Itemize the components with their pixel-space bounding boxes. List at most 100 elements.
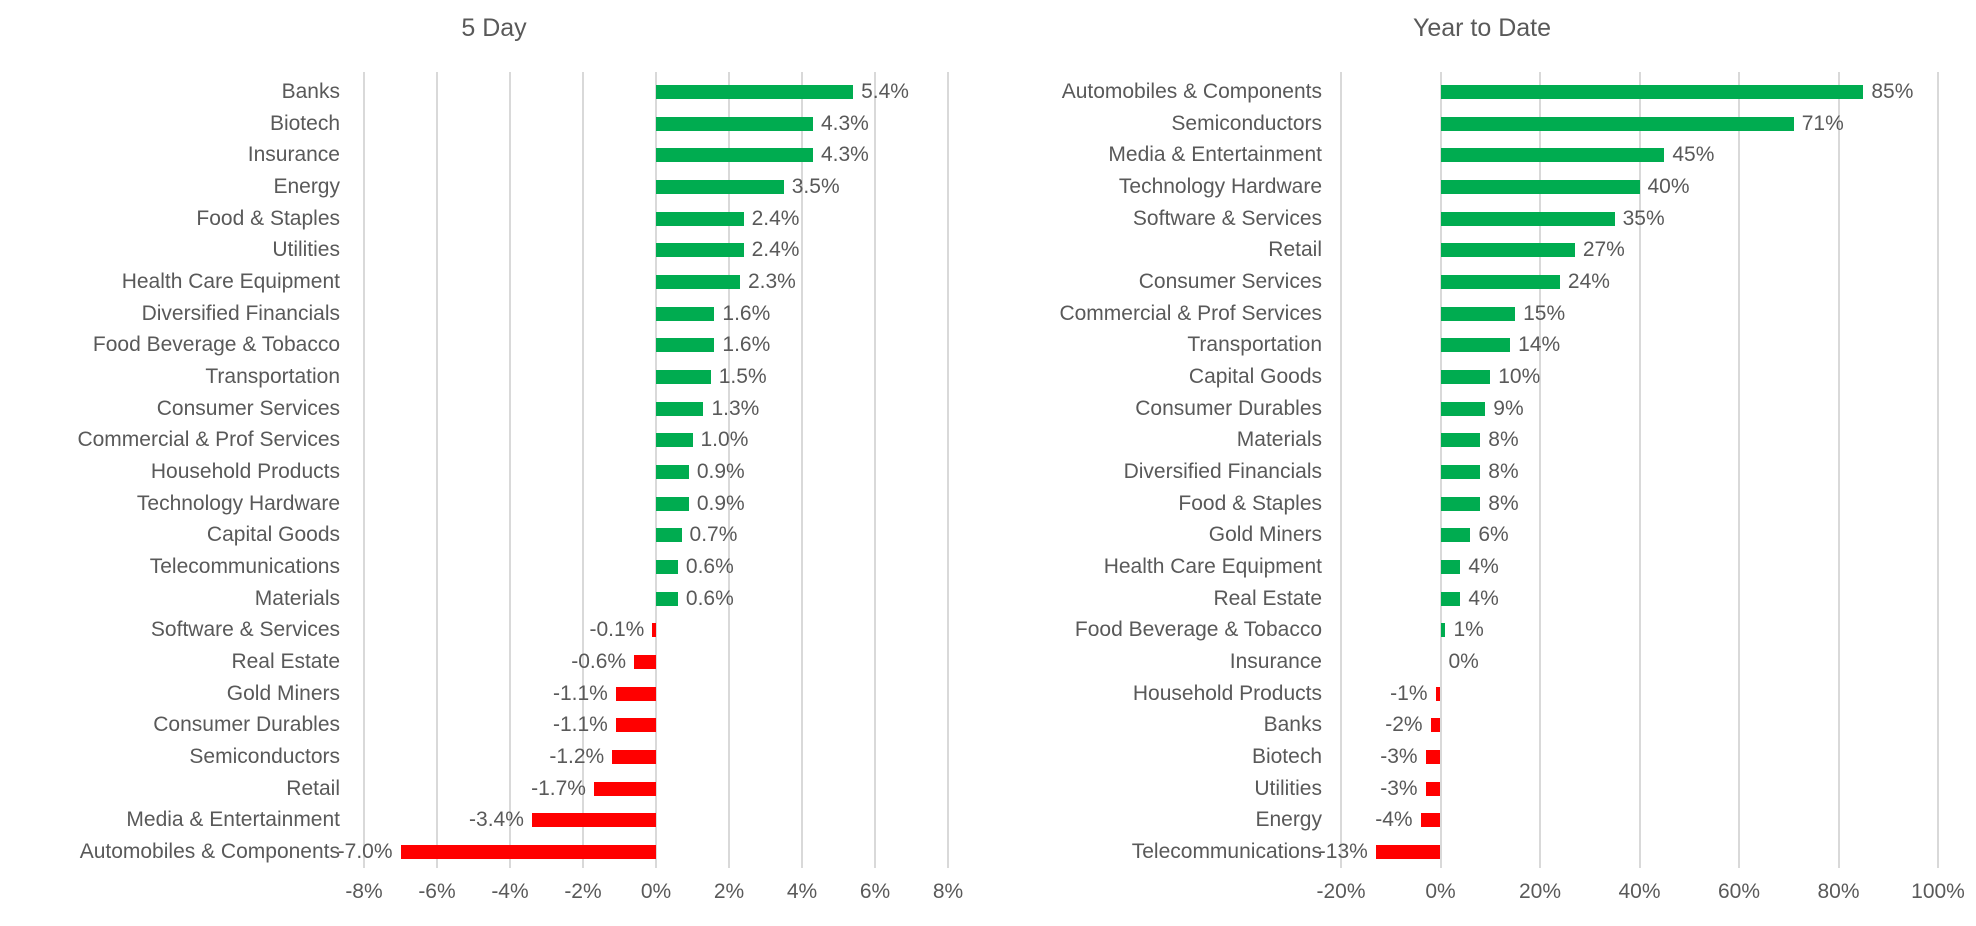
gridline	[1638, 72, 1641, 868]
category-label: Capital Goods	[206, 523, 340, 547]
x-tick-label: 60%	[1717, 880, 1761, 903]
category-label: Software & Services	[1132, 206, 1322, 230]
category-label: Real Estate	[231, 650, 340, 674]
bar	[656, 528, 682, 543]
gridline	[1937, 72, 1939, 868]
value-label: 1.3%	[711, 396, 760, 420]
bar	[656, 243, 744, 258]
category-label: Household Products	[150, 460, 340, 483]
category-label: Gold Miners	[226, 681, 340, 705]
category-label: Capital Goods	[1188, 364, 1322, 388]
category-label: Gold Miners	[1208, 523, 1322, 547]
bar	[1440, 465, 1481, 479]
x-tick-label: 100%	[1911, 880, 1965, 903]
value-label: 2.4%	[751, 206, 800, 230]
value-label: -7.0%	[337, 840, 393, 864]
category-label: Banks	[1263, 713, 1322, 737]
gridline	[874, 72, 876, 868]
category-label: Materials	[1236, 428, 1322, 452]
category-label: Consumer Durables	[153, 713, 340, 737]
bar	[656, 116, 813, 131]
category-label: Materials	[254, 586, 340, 610]
gridline	[582, 72, 584, 868]
value-label: 1.5%	[718, 364, 767, 388]
category-label: Automobiles & Components	[79, 840, 340, 864]
year-to-date-chart: Year to Date -20% 0% 20% 40% 60% 80% 100% Autom…	[988, 0, 1976, 926]
value-label: 6%	[1478, 523, 1509, 547]
category-label: Telecommunications	[1131, 840, 1322, 864]
value-label: -1.1%	[553, 681, 608, 705]
gridline	[947, 72, 949, 868]
category-label: Food & Staples	[196, 206, 340, 230]
category-label: Biotech	[269, 111, 340, 135]
value-label: 35%	[1622, 206, 1665, 230]
category-label: Insurance	[247, 143, 340, 167]
value-label: 1.6%	[722, 333, 771, 357]
category-label: Semiconductors	[189, 745, 340, 769]
gridline	[728, 72, 730, 868]
gridline	[1340, 72, 1342, 868]
value-label: 1.6%	[722, 301, 771, 325]
bar	[1440, 84, 1864, 99]
category-label: Household Products	[1132, 681, 1322, 705]
bar	[656, 401, 704, 416]
value-label: 10%	[1498, 364, 1541, 388]
value-label: 85%	[1871, 79, 1914, 103]
value-label: 71%	[1801, 111, 1844, 135]
value-label: -3%	[1380, 745, 1418, 769]
bar	[1440, 369, 1491, 384]
bar	[656, 433, 693, 448]
bar	[652, 623, 656, 638]
x-tick-label: -20%	[1316, 880, 1366, 903]
bar	[1440, 116, 1794, 131]
category-label: Telecommunications	[149, 555, 340, 579]
bar	[1425, 750, 1441, 765]
category-label: Media & Entertainment	[126, 808, 340, 832]
value-label: 0.9%	[696, 491, 745, 515]
value-label: -1.2%	[549, 745, 605, 769]
value-label: 9%	[1493, 396, 1524, 420]
value-label: 4.3%	[820, 143, 869, 167]
value-label: 4%	[1468, 555, 1499, 579]
bar	[1440, 496, 1481, 511]
gridline	[1837, 72, 1840, 868]
value-label: 40%	[1647, 174, 1690, 198]
category-label: Commercial & Prof Services	[77, 428, 340, 452]
x-tick-label: 0%	[1425, 880, 1456, 903]
value-label: 2.3%	[747, 269, 796, 293]
bar	[1435, 686, 1441, 701]
gridline	[436, 72, 438, 868]
bar	[656, 560, 678, 575]
bar	[656, 369, 711, 384]
category-label: Transportation	[1187, 333, 1322, 357]
five-day-chart: 5 Day -8% -6% -4% -2% 0% 2% 4% 6% 8% Banks 5.4% Bio…	[77, 14, 963, 903]
category-label: Consumer Services	[1138, 269, 1322, 293]
value-label: -1.1%	[553, 713, 608, 737]
bar	[612, 750, 656, 765]
category-label: Energy	[273, 174, 340, 198]
category-label: Consumer Services	[156, 396, 340, 420]
category-label: Retail	[1268, 238, 1322, 262]
bar	[615, 718, 656, 733]
value-label: 4%	[1468, 586, 1499, 610]
category-label: Insurance	[1229, 650, 1322, 674]
category-label: Food Beverage & Tobacco	[1074, 618, 1322, 642]
x-tick-label: -8%	[345, 880, 383, 903]
bar	[656, 591, 678, 606]
category-label: Utilities	[272, 238, 340, 262]
category-label: Health Care Equipment	[121, 269, 340, 293]
value-label: -0.1%	[589, 618, 645, 642]
x-tick-label: 6%	[859, 880, 891, 903]
bar	[1425, 781, 1441, 796]
gridline	[363, 72, 365, 868]
x-tick-label: 8%	[932, 880, 964, 903]
x-tick-label: 20%	[1518, 880, 1562, 903]
bar	[656, 496, 689, 511]
bar	[656, 211, 744, 226]
bar	[1440, 623, 1446, 638]
bar	[634, 655, 656, 670]
bar	[1440, 243, 1575, 258]
value-label: 0.6%	[685, 555, 734, 579]
bar	[1440, 528, 1471, 543]
bar	[615, 686, 656, 701]
